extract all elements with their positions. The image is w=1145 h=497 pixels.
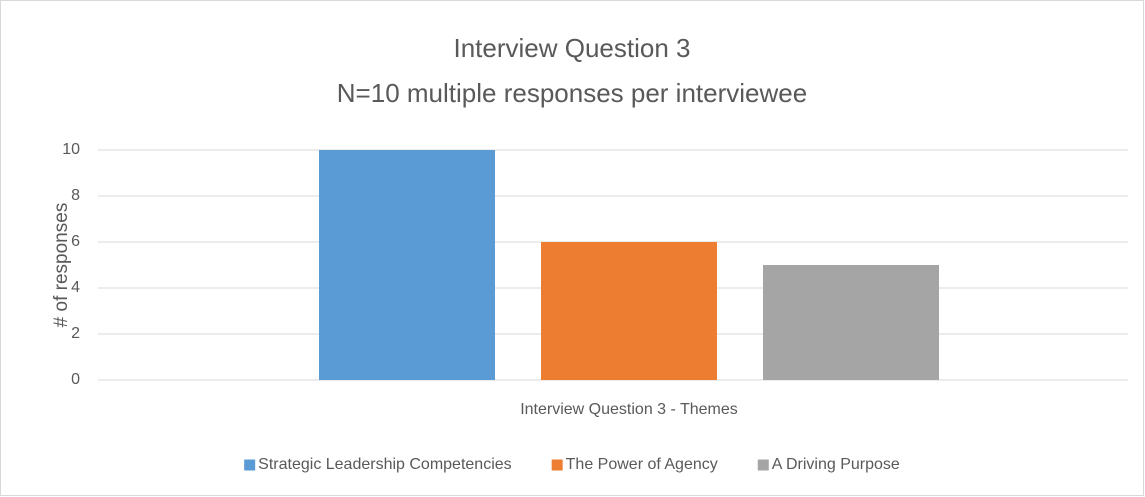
legend-label: Strategic Leadership Competencies xyxy=(258,456,511,473)
legend-swatch xyxy=(551,459,563,471)
bar xyxy=(763,265,939,380)
chart-subtitle: N=10 multiple responses per interviewee xyxy=(337,78,807,108)
legend-item: The Power of Agency xyxy=(551,456,718,473)
legend-item: A Driving Purpose xyxy=(757,456,900,473)
y-tick-label: 4 xyxy=(71,279,80,296)
legend-swatch xyxy=(244,459,256,471)
y-tick-label: 2 xyxy=(71,325,80,342)
x-tick-label: Interview Question 3 - Themes xyxy=(520,401,738,418)
y-tick-label: 8 xyxy=(71,187,80,204)
chart-title: Interview Question 3 xyxy=(453,33,690,63)
y-tick-label: 6 xyxy=(71,233,80,250)
bar xyxy=(541,242,717,380)
legend-label: A Driving Purpose xyxy=(772,456,900,473)
legend-item: Strategic Leadership Competencies xyxy=(244,456,512,473)
y-tick-label: 10 xyxy=(62,141,80,158)
legend-label: The Power of Agency xyxy=(566,456,718,473)
y-tick-label: 0 xyxy=(71,371,80,388)
bar xyxy=(319,150,495,380)
legend-swatch xyxy=(757,459,769,471)
y-axis-label: # of responses xyxy=(51,203,72,328)
